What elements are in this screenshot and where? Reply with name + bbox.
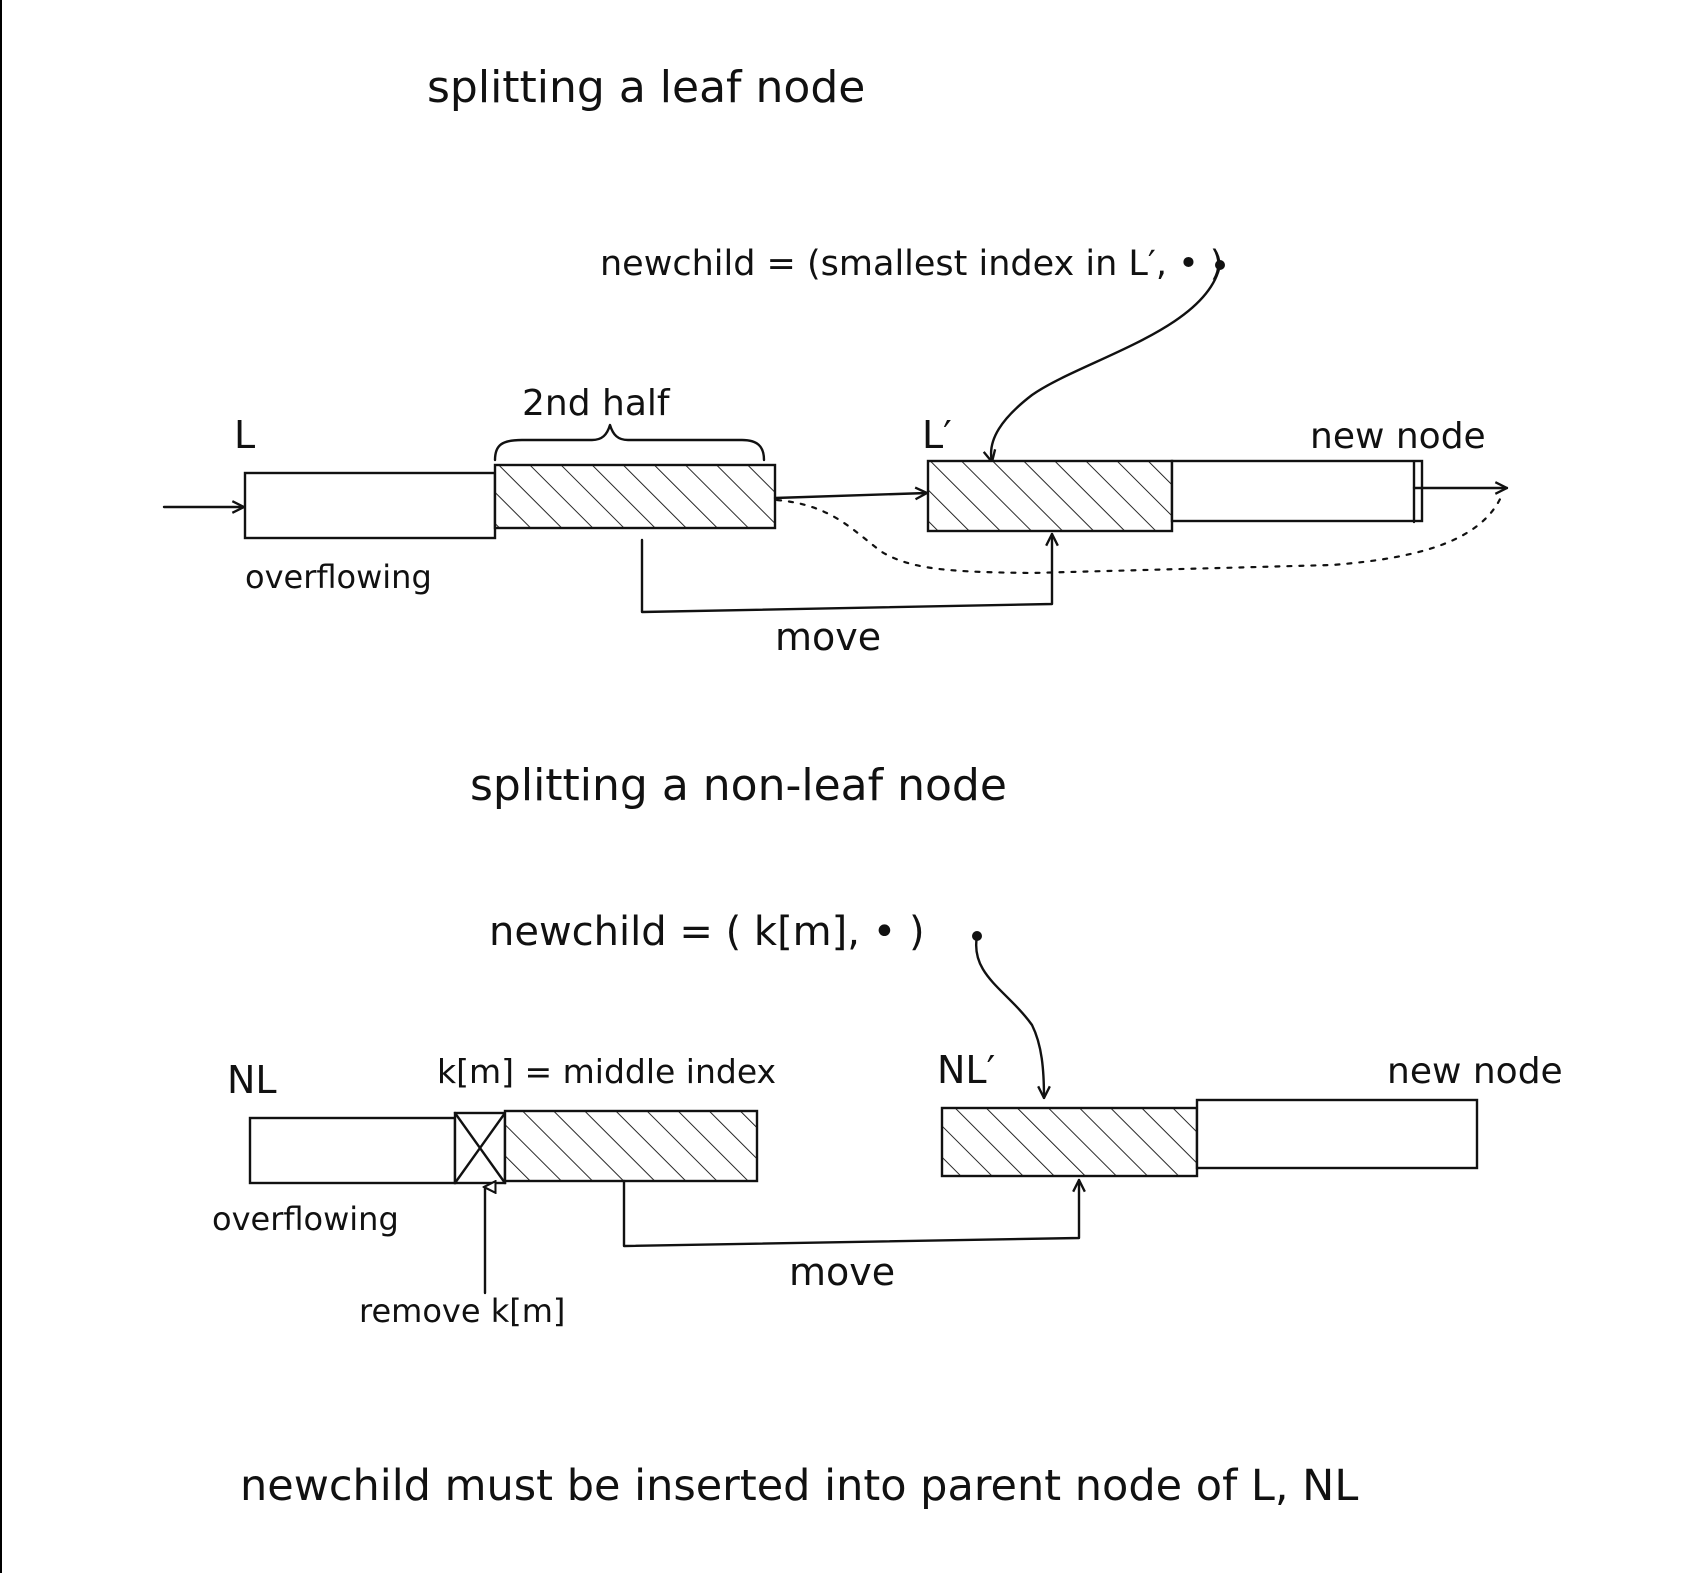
node-L-prime-empty-half	[1170, 459, 1424, 523]
second-half-label: 2nd half	[522, 383, 671, 424]
leaf-new-node-label: new node	[1310, 416, 1486, 457]
leaf-newchild-formula: newchild = (smallest index in L′, • )	[600, 244, 1224, 284]
middle-key-cross-b	[453, 1111, 507, 1185]
node-L-prime-label: L′	[922, 413, 952, 457]
node-L-prime-moved-half	[926, 459, 1174, 533]
node-L-first-half	[243, 471, 497, 540]
node-NL-prime-empty-half	[1195, 1098, 1479, 1170]
leaf-section-title: splitting a leaf node	[427, 62, 865, 113]
node-NL-prime-moved-half	[940, 1106, 1199, 1178]
leaf-sibling-link-arrow	[773, 493, 927, 498]
node-NL-label: NL	[227, 1058, 277, 1102]
node-L-label: L	[234, 413, 255, 457]
middle-index-label: k[m] = middle index	[437, 1052, 776, 1091]
second-half-brace	[493, 423, 766, 462]
nonleaf-move-bracket	[622, 1178, 1079, 1248]
nonleaf-section-title: splitting a non-leaf node	[470, 760, 1007, 811]
remove-key-label: remove k[m]	[359, 1292, 565, 1330]
nonleaf-newchild-formula: newchild = ( k[m], • )	[489, 909, 925, 955]
footer-note: newchild must be inserted into parent no…	[240, 1461, 1358, 1511]
leaf-overflowing-label: overflowing	[245, 558, 432, 596]
node-NL-prime-label: NL′	[937, 1048, 995, 1092]
nonleaf-overflowing-label: overflowing	[212, 1200, 399, 1238]
node-NL-second-half	[503, 1109, 759, 1183]
nonleaf-new-node-label: new node	[1387, 1051, 1563, 1092]
node-NL-first-half	[248, 1116, 457, 1185]
nonleaf-move-label: move	[789, 1250, 895, 1294]
leaf-move-bracket	[640, 532, 1052, 614]
leaf-move-label: move	[775, 615, 881, 659]
old-link-dotted-path	[775, 493, 1504, 575]
node-L-second-half	[493, 463, 777, 530]
nonleaf-pointer-arrow	[974, 934, 1044, 1100]
leaf-pointer-arrow	[991, 263, 1222, 462]
